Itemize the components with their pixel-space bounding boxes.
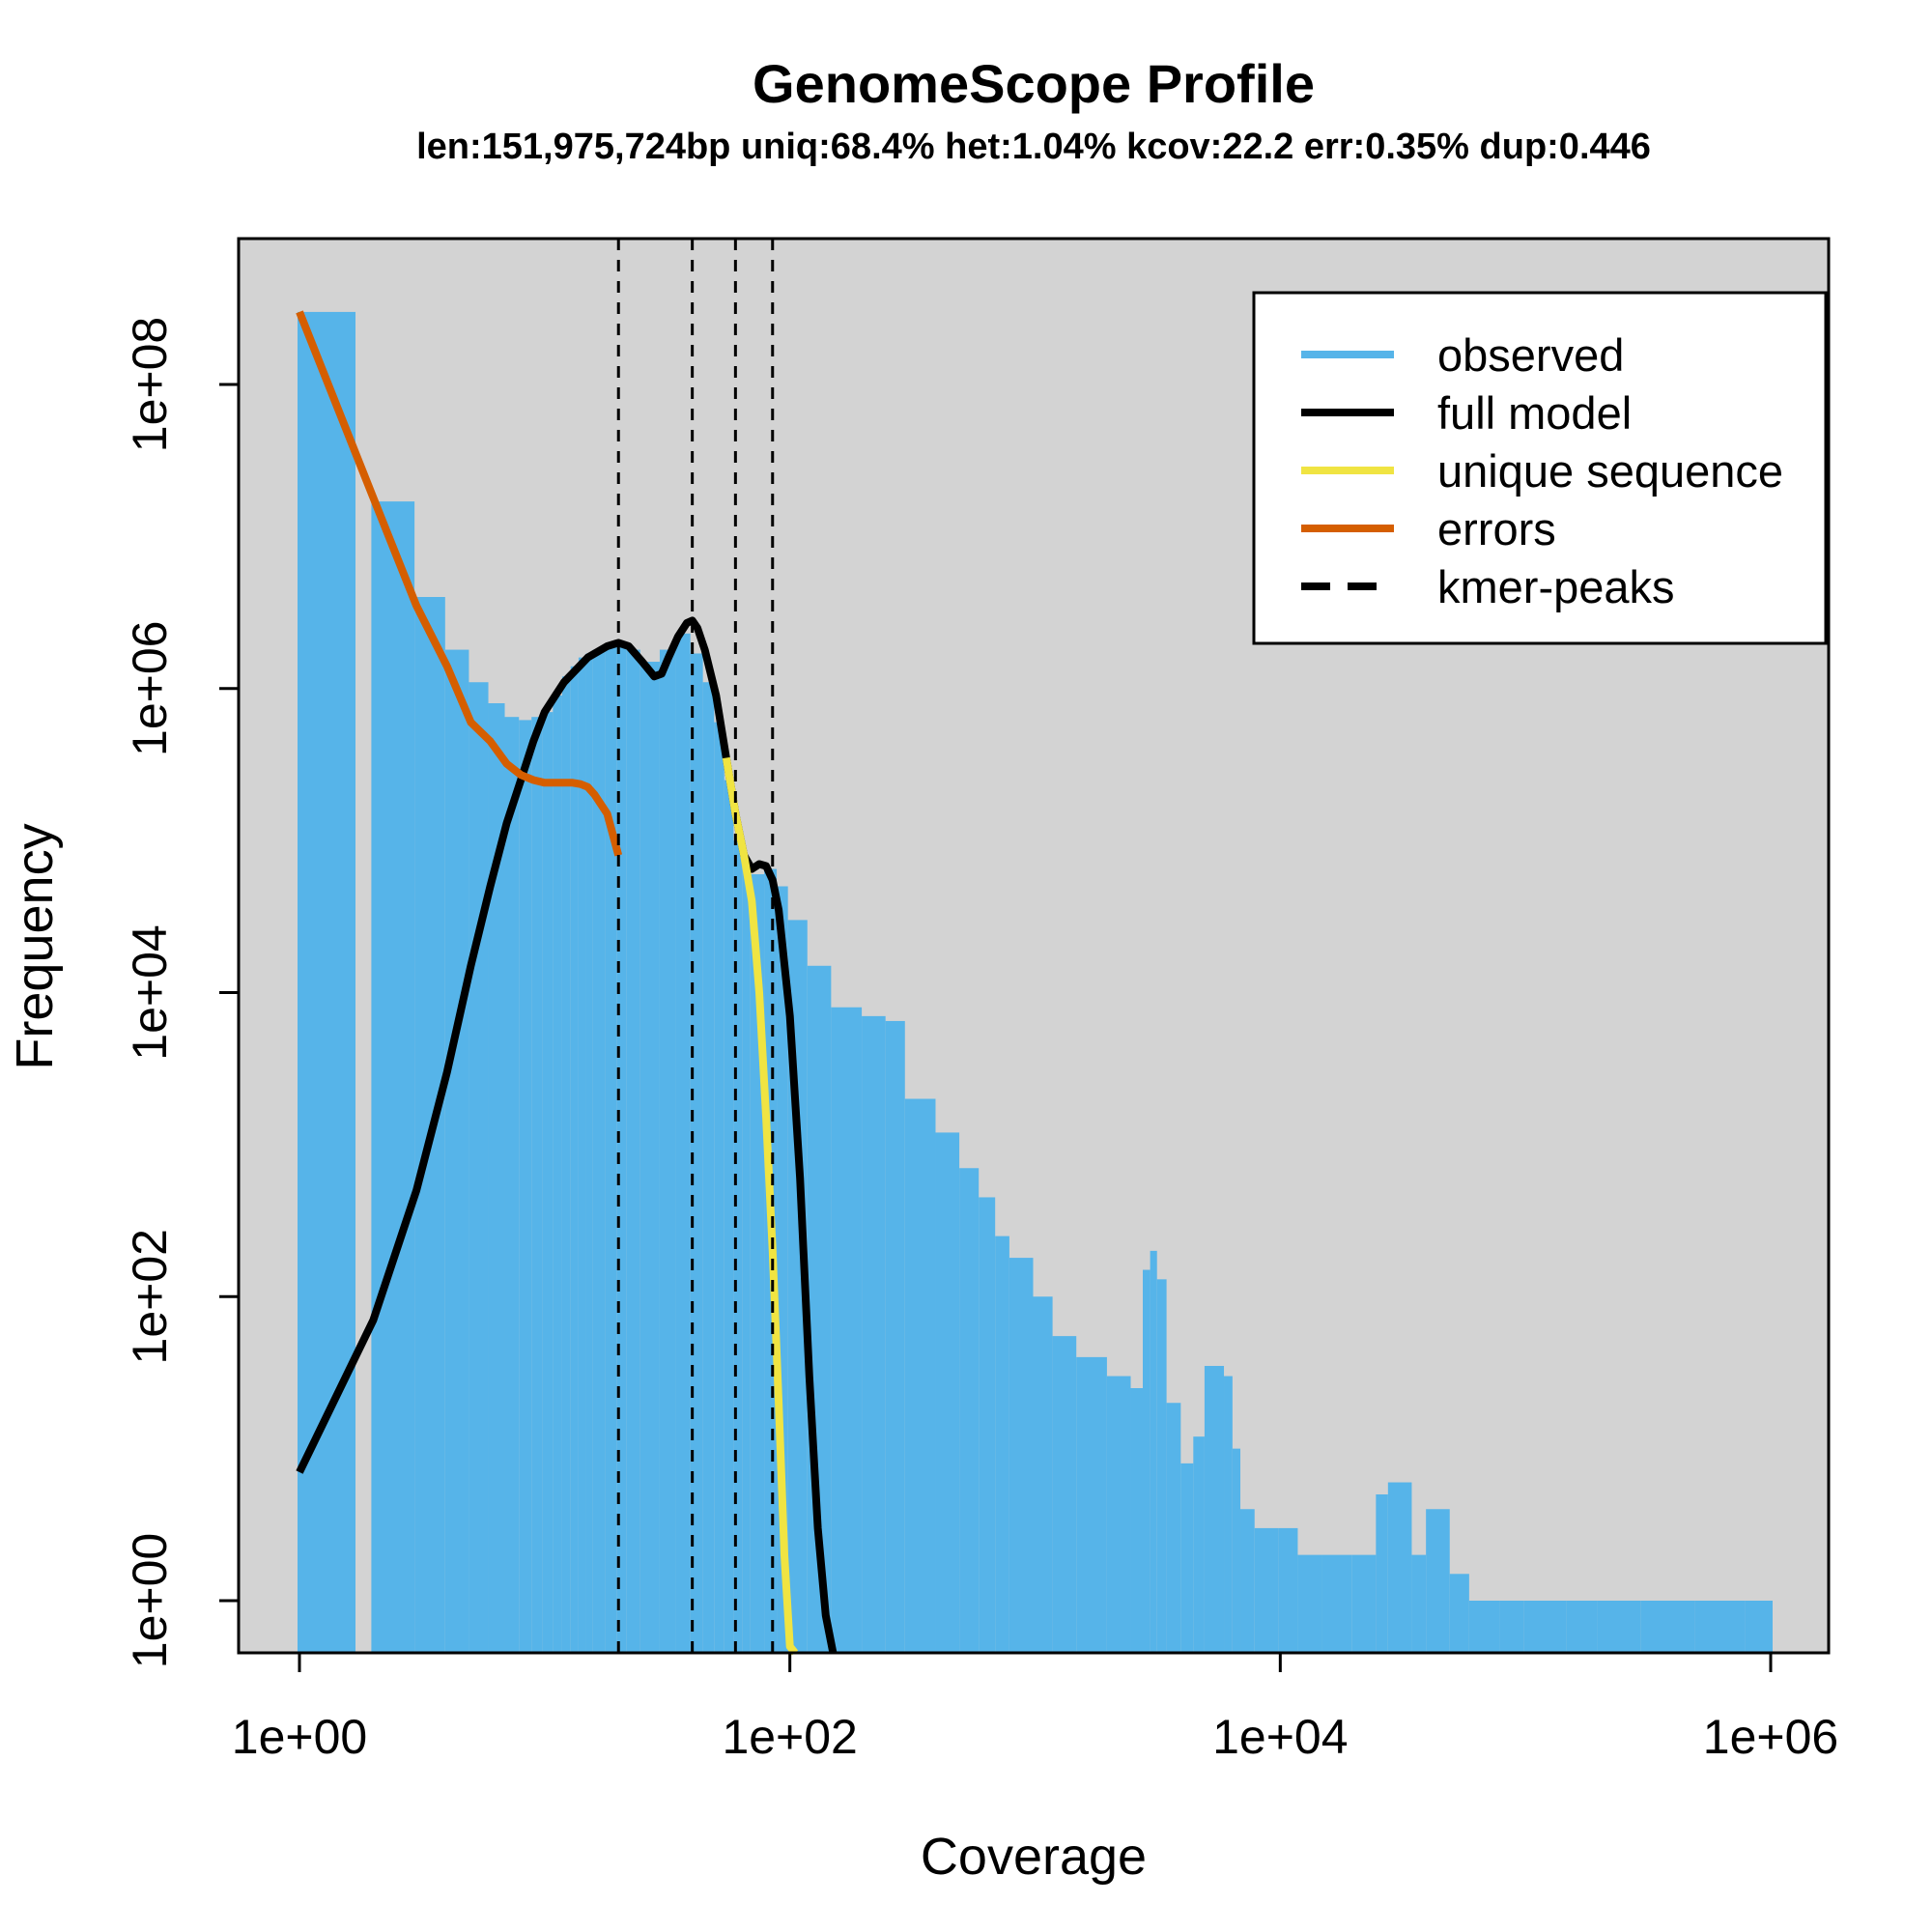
observed-bar: [504, 717, 520, 1653]
observed-bar: [371, 501, 415, 1653]
unique-sequence-line: [722, 756, 799, 1656]
observed-bar: [561, 676, 571, 1653]
y-axis: 1e+00 1e+02 1e+04 1e+06 1e+08: [123, 317, 241, 1668]
observed-bar: [1009, 1258, 1034, 1653]
y-tick-label: 1e+00: [123, 1533, 177, 1668]
y-tick-label: 1e+02: [123, 1229, 177, 1364]
y-tick-label: 1e+06: [123, 621, 177, 756]
observed-bar: [1166, 1403, 1181, 1653]
observed-bar: [1297, 1554, 1322, 1653]
observed-bar: [777, 886, 788, 1653]
x-tick-label: 1e+04: [1212, 1710, 1348, 1764]
kmer-peak-lines: [616, 239, 775, 1653]
observed-bar: [1033, 1296, 1053, 1653]
observed-bar: [935, 1132, 960, 1653]
observed-bar: [1278, 1527, 1298, 1653]
observed-bar: [862, 1015, 886, 1653]
observed-bar: [531, 717, 543, 1653]
legend-label: full model: [1437, 387, 1632, 439]
observed-series: [298, 311, 1773, 1654]
observed-bar: [1376, 1493, 1388, 1653]
observed-bar: [1224, 1376, 1233, 1653]
observed-bar: [1566, 1601, 1598, 1653]
observed-bar: [1321, 1554, 1352, 1653]
observed-bar: [1468, 1601, 1500, 1653]
observed-bar: [733, 840, 743, 1653]
observed-bar: [1052, 1336, 1077, 1653]
chart-subtitle: len:151,975,724bp uniq:68.4% het:1.04% k…: [416, 127, 1651, 167]
x-axis-title: Coverage: [921, 1828, 1147, 1886]
observed-bar: [995, 1236, 1009, 1653]
x-tick-label: 1e+06: [1703, 1710, 1838, 1764]
x-axis: 1e+00 1e+02 1e+04 1e+06: [232, 1651, 1838, 1764]
observed-bar: [553, 695, 562, 1653]
observed-bar: [675, 633, 691, 1654]
observed-bar: [1411, 1554, 1427, 1653]
observed-bar: [904, 1098, 936, 1653]
observed-bar: [1180, 1463, 1194, 1653]
observed-bar: [626, 649, 640, 1654]
legend-label: observed: [1437, 329, 1624, 381]
observed-bar: [1232, 1448, 1241, 1653]
observed-bar: [724, 780, 734, 1653]
observed-bar: [1130, 1387, 1144, 1653]
legend-label: errors: [1437, 503, 1556, 554]
observed-bar: [1076, 1356, 1107, 1653]
observed-bar: [1745, 1601, 1769, 1653]
observed-bar: [592, 649, 606, 1654]
observed-bar: [605, 645, 617, 1654]
observed-bar: [742, 864, 751, 1653]
observed-bar: [519, 720, 532, 1653]
observed-bar: [1523, 1601, 1567, 1653]
legend: observed full model unique sequence errors k…: [1252, 291, 1828, 645]
y-axis-title: Frequency: [6, 823, 64, 1069]
errors-line: [296, 310, 623, 857]
x-tick-label: 1e+00: [232, 1710, 367, 1764]
observed-bar: [1204, 1366, 1225, 1653]
observed-bar: [639, 662, 660, 1654]
legend-label: unique sequence: [1437, 445, 1783, 497]
observed-bar: [1156, 1279, 1167, 1653]
observed-bar: [570, 666, 579, 1653]
x-tick-label: 1e+02: [722, 1710, 857, 1764]
full-model-line: [296, 616, 838, 1654]
observed-bar: [1193, 1436, 1205, 1653]
observed-bar: [1597, 1601, 1641, 1653]
observed-bar: [616, 642, 627, 1653]
y-tick-label: 1e+04: [123, 924, 177, 1060]
observed-bar: [1150, 1250, 1157, 1653]
observed-bar: [979, 1197, 996, 1653]
observed-bar: [659, 649, 676, 1654]
observed-bar: [1254, 1527, 1279, 1653]
model-series: [296, 310, 838, 1656]
observed-bar: [959, 1168, 980, 1653]
observed-bar: [1143, 1269, 1151, 1653]
observed-bar: [488, 703, 505, 1653]
observed-bar: [1769, 1601, 1773, 1653]
observed-bar: [585, 653, 593, 1653]
legend-label: kmer-peaks: [1437, 561, 1675, 612]
chart-title: GenomeScope Profile: [753, 53, 1315, 114]
observed-bar: [702, 682, 715, 1653]
observed-bar: [831, 1007, 863, 1653]
observed-bar: [714, 722, 724, 1653]
y-tick-label: 1e+08: [123, 317, 177, 452]
observed-bar: [1640, 1601, 1695, 1653]
observed-bar: [578, 657, 586, 1653]
observed-bar: [1499, 1601, 1524, 1653]
observed-bar: [1449, 1574, 1469, 1653]
observed-bar: [1426, 1509, 1450, 1653]
observed-bar: [469, 682, 489, 1653]
observed-bar: [298, 311, 355, 1653]
observed-bar: [444, 649, 469, 1654]
observed-bar: [885, 1020, 905, 1653]
observed-bar: [1106, 1376, 1131, 1653]
observed-bar: [1351, 1554, 1377, 1653]
observed-bar: [1387, 1482, 1412, 1653]
observed-bar: [1694, 1601, 1746, 1653]
observed-bar: [1240, 1509, 1255, 1653]
observed-bar: [542, 712, 554, 1653]
